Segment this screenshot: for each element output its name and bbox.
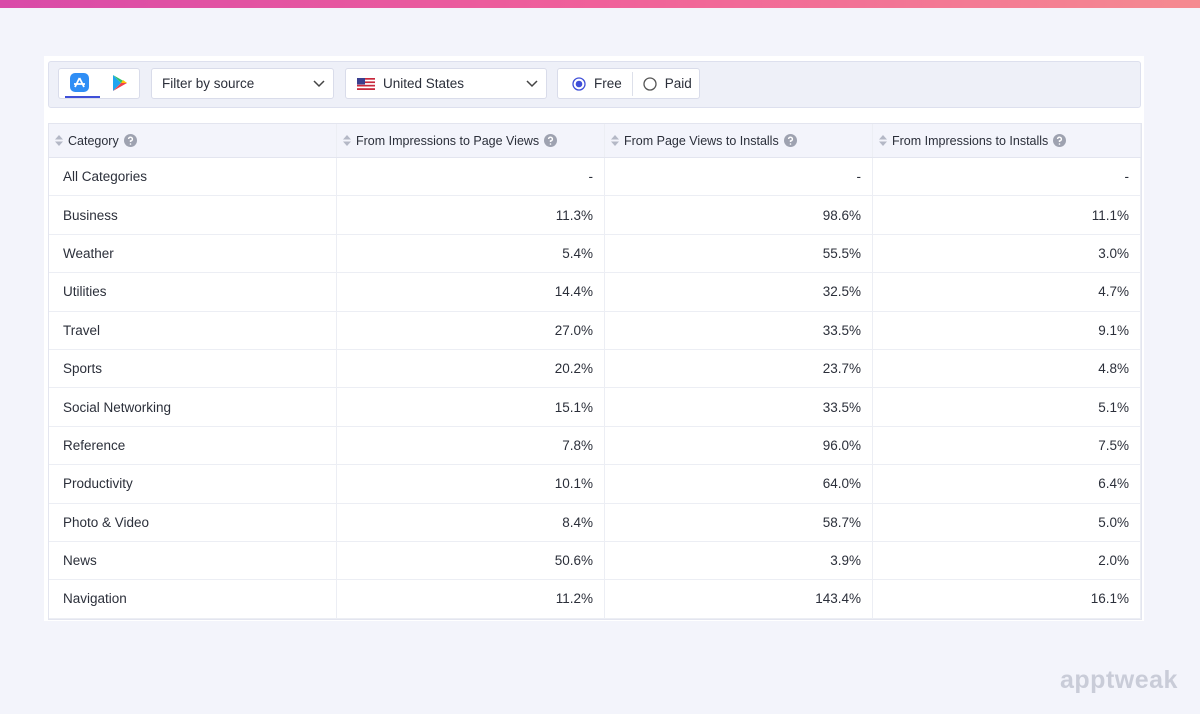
header-row: Category From Impressions to Page Views Fr…	[49, 124, 1141, 158]
value-cell: 4.7%	[873, 273, 1141, 311]
top-bar	[0, 0, 1200, 8]
value-cell: 5.0%	[873, 503, 1141, 541]
value-cell: 11.1%	[873, 196, 1141, 234]
value-cell: 10.1%	[337, 465, 605, 503]
value-cell: 4.8%	[873, 349, 1141, 388]
table-row: News 50.6% 3.9% 2.0%	[49, 541, 1141, 581]
value-cell: -	[605, 158, 873, 196]
value-cell: 3.9%	[605, 541, 873, 580]
value-cell: 27.0%	[337, 311, 605, 349]
value-cell: -	[337, 158, 605, 196]
value-cell: 55.5%	[605, 234, 873, 273]
value-cell: 2.0%	[873, 541, 1141, 580]
header-cell[interactable]: From Impressions to Page Views	[337, 124, 605, 157]
table-row: Utilities 14.4% 32.5% 4.7%	[49, 273, 1141, 312]
table-row: All Categories - - -	[49, 158, 1141, 197]
value-cell: 9.1%	[873, 311, 1141, 349]
value-cell: 5.1%	[873, 388, 1141, 426]
source-label: Filter by source	[162, 76, 255, 91]
category-cell: Social Networking	[49, 388, 337, 426]
sort-icon[interactable]	[343, 135, 351, 146]
category-cell: Reference	[49, 426, 337, 465]
header-label: From Impressions to Page Views	[356, 133, 540, 148]
value-cell: 16.1%	[873, 580, 1141, 618]
category-cell: News	[49, 541, 337, 580]
table-row: Navigation 11.2% 143.4% 16.1%	[49, 580, 1141, 619]
source-select[interactable]: Filter by source	[151, 68, 334, 99]
radio-selected[interactable]	[572, 76, 586, 91]
category-cell: Travel	[49, 311, 337, 349]
help-icon	[544, 134, 558, 147]
table-row: Productivity 10.1% 64.0% 6.4%	[49, 465, 1141, 504]
radio-label: Paid	[664, 76, 692, 91]
value-cell: 7.8%	[337, 426, 605, 465]
table-row: Photo & Video 8.4% 58.7% 5.0%	[49, 503, 1141, 542]
divider	[631, 71, 633, 96]
value-cell: 5.4%	[337, 234, 605, 273]
value-cell: 7.5%	[873, 426, 1141, 465]
value-cell: 32.5%	[605, 273, 873, 311]
country-label: United States	[383, 76, 465, 91]
chevron	[313, 79, 325, 87]
value-cell: 143.4%	[605, 580, 873, 618]
value-cell: 20.2%	[337, 349, 605, 388]
header-cell[interactable]: From Impressions to Installs	[873, 124, 1141, 157]
table-row: Business 11.3% 98.6% 11.1%	[49, 196, 1141, 235]
table-row: Social Networking 15.1% 33.5% 5.1%	[49, 388, 1141, 427]
help-icon	[1053, 134, 1067, 147]
value-cell: 11.2%	[337, 580, 605, 618]
watermark: apptweak	[1060, 666, 1178, 694]
category-cell: Photo & Video	[49, 503, 337, 541]
store-icons[interactable]	[59, 68, 139, 99]
sort-icon[interactable]	[611, 135, 619, 146]
sort-icon[interactable]	[879, 135, 887, 146]
card: Filter by source United States Free Paid…	[44, 56, 1144, 621]
category-cell: Navigation	[49, 580, 337, 618]
help-icon	[123, 134, 137, 147]
value-cell: 23.7%	[605, 349, 873, 388]
value-cell: 50.6%	[337, 541, 605, 580]
category-cell: Productivity	[49, 465, 337, 503]
toolbar: Filter by source United States Free Paid	[48, 61, 1141, 108]
value-cell: 6.4%	[873, 465, 1141, 503]
value-cell: 11.3%	[337, 196, 605, 234]
flag	[357, 77, 375, 90]
header-cell[interactable]: Category	[49, 124, 337, 157]
value-cell: 8.4%	[337, 503, 605, 541]
header-label: From Impressions to Installs	[892, 133, 1049, 148]
help-icon	[783, 134, 797, 147]
table-row: Reference 7.8% 96.0% 7.5%	[49, 426, 1141, 466]
value-cell: 33.5%	[605, 311, 873, 349]
category-cell: Business	[49, 196, 337, 234]
table-row: Weather 5.4% 55.5% 3.0%	[49, 234, 1141, 274]
pricing-radio: Free Paid	[557, 68, 700, 99]
chevron	[526, 79, 538, 87]
category-cell: All Categories	[49, 158, 337, 196]
table-row: Sports 20.2% 23.7% 4.8%	[49, 349, 1141, 389]
header-label: From Page Views to Installs	[624, 133, 779, 148]
table: Category From Impressions to Page Views Fr…	[48, 123, 1142, 620]
store-tabs	[58, 68, 140, 99]
value-cell: -	[873, 158, 1141, 196]
category-cell: Utilities	[49, 273, 337, 311]
category-cell: Weather	[49, 234, 337, 273]
value-cell: 64.0%	[605, 465, 873, 503]
value-cell: 15.1%	[337, 388, 605, 426]
table-row: Travel 27.0% 33.5% 9.1%	[49, 311, 1141, 350]
sort-icon[interactable]	[55, 135, 63, 146]
value-cell: 96.0%	[605, 426, 873, 465]
value-cell: 3.0%	[873, 234, 1141, 273]
value-cell: 14.4%	[337, 273, 605, 311]
radio-label: Free	[594, 76, 622, 91]
category-cell: Sports	[49, 349, 337, 388]
header-cell[interactable]: From Page Views to Installs	[605, 124, 873, 157]
value-cell: 98.6%	[605, 196, 873, 234]
radio[interactable]	[643, 76, 657, 91]
header-label: Category	[68, 133, 119, 148]
value-cell: 58.7%	[605, 503, 873, 541]
value-cell: 33.5%	[605, 388, 873, 426]
country-select[interactable]: United States	[345, 68, 547, 99]
